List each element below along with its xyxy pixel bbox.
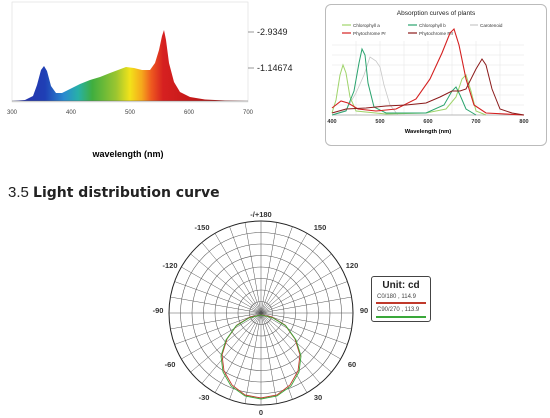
polar-grid — [168, 220, 354, 406]
curve-phytochrome-pr — [331, 27, 525, 116]
polar-spoke — [260, 226, 293, 314]
absorption-tick: 500 — [375, 119, 384, 125]
polar-spoke — [170, 312, 262, 330]
polar-spoke — [260, 312, 308, 393]
absorption-x-ticks: 400 500 600 700 800 — [327, 119, 528, 125]
absorption-tick: 700 — [471, 119, 480, 125]
polar-spoke — [229, 226, 262, 314]
spectrum-x-label: wavelength (nm) — [91, 149, 163, 159]
polar-spoke — [260, 312, 352, 330]
spectrum-chart: 300 400 500 600 700 -2.9349 -1.14674 wav… — [7, 1, 293, 159]
absorption-legend: Chlorophyll a Chlorophyll b Carotenoid P… — [342, 23, 503, 36]
polar-spoke — [229, 312, 262, 400]
polar-spoke — [181, 266, 262, 314]
absorption-tick: 600 — [423, 119, 432, 125]
unit-title: Unit: cd — [382, 280, 420, 291]
spectrum-frame — [11, 1, 249, 103]
polar-spoke — [260, 312, 341, 360]
angle-label: -60 — [165, 360, 176, 369]
polar-spoke — [190, 253, 262, 314]
absorption-title: Absorption curves of plants — [397, 10, 476, 17]
polar-spoke — [214, 233, 262, 314]
legend-label: Chlorophyll b — [419, 23, 446, 28]
polar-spoke — [201, 312, 262, 384]
legend-label-c90: C90/270 , 113.9 — [377, 307, 420, 313]
legend-swatch-c0 — [376, 302, 426, 304]
polar-spoke — [260, 312, 278, 404]
legend-swatch-c90 — [376, 316, 426, 318]
polar-spoke — [260, 253, 332, 314]
absorption-tick: 400 — [327, 119, 336, 125]
polar-spoke — [260, 281, 348, 314]
polar-spoke — [214, 312, 262, 393]
section-number: 3.5 — [8, 184, 29, 201]
absorption-chart: Absorption curves of plants Chlorophyll … — [327, 10, 528, 135]
legend-label: Phytochrome Pfr — [419, 31, 454, 36]
spectrum-tick: 300 — [7, 110, 18, 116]
spectrum-tick: 400 — [66, 110, 77, 116]
polar-spoke — [260, 266, 341, 314]
legend-label: Chlorophyll a — [353, 23, 380, 28]
polar-spoke — [170, 296, 262, 314]
legend-label: Phytochrome Pr — [353, 31, 386, 36]
angle-label: 90 — [360, 306, 368, 315]
angle-label: -/+180 — [250, 210, 271, 219]
angle-label: -120 — [162, 261, 177, 270]
absorption-x-label: Wavelength (nm) — [405, 129, 452, 135]
angle-label: -150 — [194, 223, 209, 232]
absorption-panel: Absorption curves of plants Chlorophyll … — [325, 4, 547, 146]
polar-light-distribution-chart: -/+180 -150 150 -120 120 -90 90 -60 60 -… — [153, 210, 369, 417]
angle-label: 120 — [346, 261, 359, 270]
absorption-grid — [332, 41, 524, 115]
polar-spoke — [181, 312, 262, 360]
angle-label: 0 — [259, 408, 263, 417]
polar-angle-labels: -/+180 -150 150 -120 120 -90 90 -60 60 -… — [153, 210, 369, 417]
legend-label: Carotenoid — [480, 23, 503, 28]
polar-spoke — [201, 242, 262, 314]
spectrum-area — [12, 30, 248, 101]
angle-label: -90 — [153, 306, 164, 315]
polar-spoke — [260, 296, 352, 314]
curve-phytochrome-pfr — [331, 58, 525, 116]
value-label-mid: -1.14674 — [257, 63, 293, 73]
polar-spoke — [260, 233, 308, 314]
legend-label-c0: C0/180 , 114.9 — [377, 294, 416, 300]
value-label-top: -2.9349 — [257, 27, 288, 37]
curve-carotenoid — [331, 56, 399, 116]
angle-label: 60 — [348, 360, 356, 369]
absorption-tick: 800 — [519, 119, 528, 125]
unit-legend-box: Unit: cd C0/180 , 114.9 C90/270 , 113.9 — [371, 276, 431, 322]
angle-label: -30 — [199, 393, 210, 402]
polar-spoke — [260, 312, 348, 345]
section-heading: 3.5 Light distribution curve — [8, 184, 220, 201]
angle-label: 30 — [314, 393, 322, 402]
spectrum-x-tick-group: 300 400 500 600 700 — [7, 110, 254, 116]
spectrum-tick: 600 — [184, 110, 195, 116]
polar-spoke — [260, 242, 321, 314]
polar-spoke — [174, 281, 262, 314]
polar-spoke — [244, 222, 262, 314]
polar-spoke — [260, 222, 278, 314]
section-title: Light distribution curve — [33, 185, 220, 201]
polar-spoke — [260, 312, 293, 400]
polar-spoke — [174, 312, 262, 345]
polar-spoke — [260, 312, 321, 384]
angle-label: 150 — [314, 223, 327, 232]
polar-spoke — [244, 312, 262, 404]
spectrum-tick: 500 — [125, 110, 136, 116]
curve-c90-270 — [220, 314, 302, 400]
spectrum-tick: 700 — [243, 110, 254, 116]
